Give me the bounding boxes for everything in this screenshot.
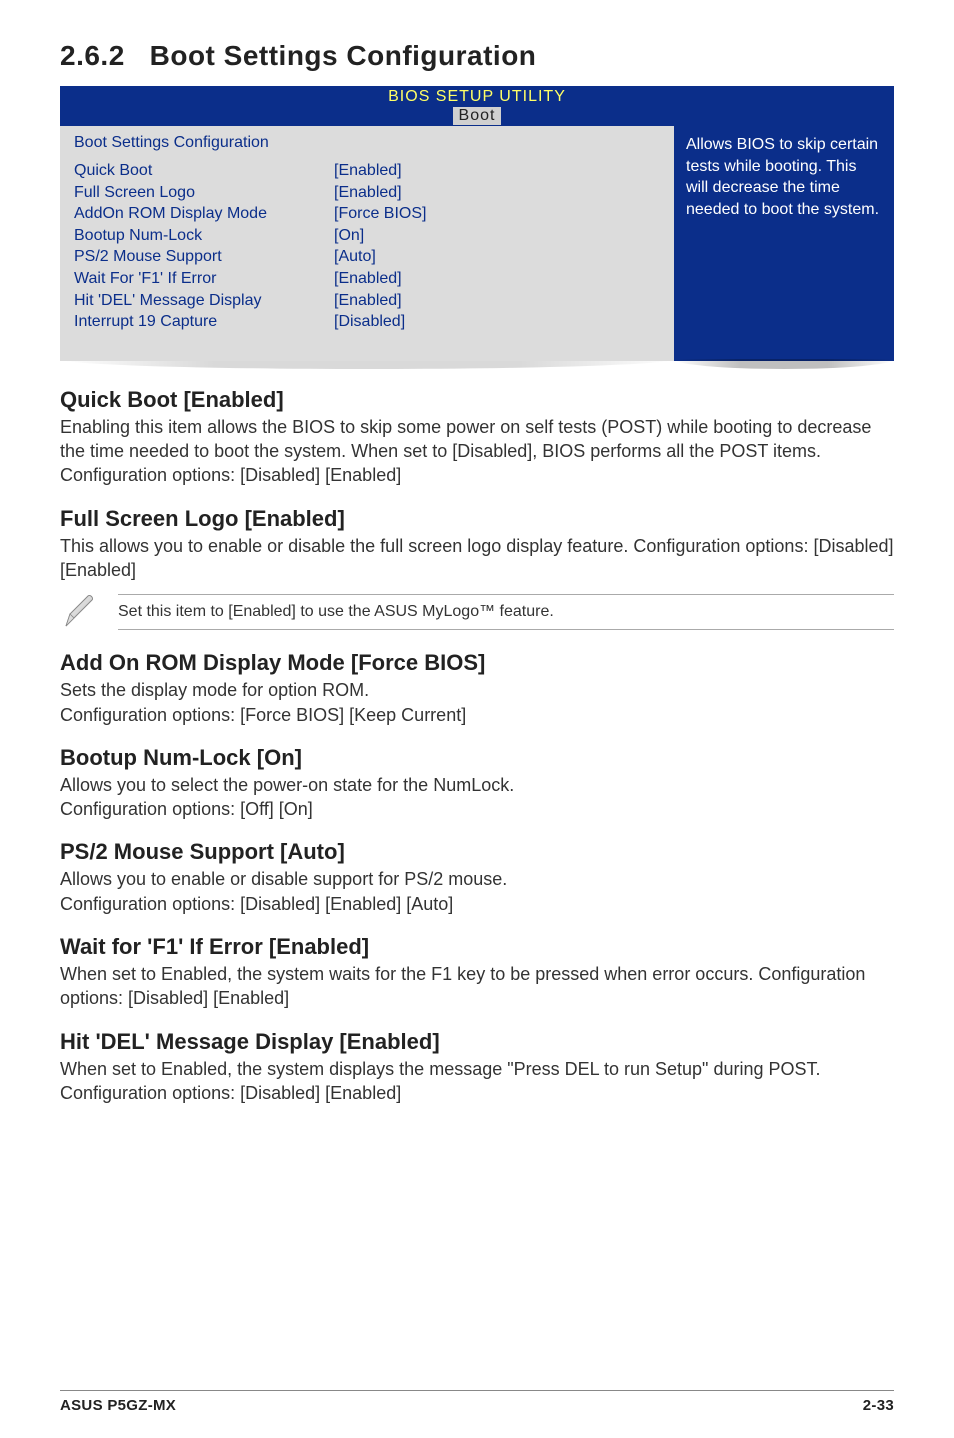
bios-item[interactable]: Hit 'DEL' Message Display [Enabled] — [74, 290, 660, 312]
setting-body: Enabling this item allows the BIOS to sk… — [60, 415, 894, 488]
setting-heading: Wait for 'F1' If Error [Enabled] — [60, 934, 894, 960]
bios-item-value: [Enabled] — [334, 182, 402, 204]
bios-item[interactable]: AddOn ROM Display Mode [Force BIOS] — [74, 203, 660, 225]
bios-item-label: Hit 'DEL' Message Display — [74, 290, 334, 312]
bios-item[interactable]: Bootup Num-Lock [On] — [74, 225, 660, 247]
bios-item[interactable]: Wait For 'F1' If Error [Enabled] — [74, 268, 660, 290]
bios-item[interactable]: Interrupt 19 Capture [Disabled] — [74, 311, 660, 333]
bios-item-value: [Disabled] — [334, 311, 405, 333]
setting-body: This allows you to enable or disable the… — [60, 534, 894, 583]
bios-item-value: [Enabled] — [334, 268, 402, 290]
bios-item-label: Quick Boot — [74, 160, 334, 182]
bios-item-value: [On] — [334, 225, 364, 247]
setting-heading: Hit 'DEL' Message Display [Enabled] — [60, 1029, 894, 1055]
setting-body: When set to Enabled, the system waits fo… — [60, 962, 894, 1011]
bios-item-value: [Force BIOS] — [334, 203, 426, 225]
setting-body: Sets the display mode for option ROM. Co… — [60, 678, 894, 727]
bios-panel-title: Boot Settings Configuration — [74, 134, 660, 152]
page-footer: ASUS P5GZ-MX 2-33 — [60, 1390, 894, 1414]
setting-body: Allows you to select the power-on state … — [60, 773, 894, 822]
pencil-icon — [60, 592, 100, 632]
note-block: Set this item to [Enabled] to use the AS… — [60, 592, 894, 632]
bios-item-label: Full Screen Logo — [74, 182, 334, 204]
bios-item-value: [Enabled] — [334, 290, 402, 312]
bios-item-label: Bootup Num-Lock — [74, 225, 334, 247]
section-number: 2.6.2 — [60, 40, 125, 71]
bios-item-value: [Enabled] — [334, 160, 402, 182]
bios-item[interactable]: Quick Boot [Enabled] — [74, 160, 660, 182]
bios-item[interactable]: PS/2 Mouse Support [Auto] — [74, 246, 660, 268]
setting-heading: Add On ROM Display Mode [Force BIOS] — [60, 650, 894, 676]
setting-heading: Quick Boot [Enabled] — [60, 387, 894, 413]
bios-item-label: Interrupt 19 Capture — [74, 311, 334, 333]
setting-body: Allows you to enable or disable support … — [60, 867, 894, 916]
bios-help-panel: Allows BIOS to skip certain tests while … — [674, 126, 894, 361]
setting-heading: PS/2 Mouse Support [Auto] — [60, 839, 894, 865]
setting-heading: Bootup Num-Lock [On] — [60, 745, 894, 771]
bios-header: BIOS SETUP UTILITY Boot — [60, 86, 894, 126]
bios-item-label: AddOn ROM Display Mode — [74, 203, 334, 225]
bios-header-tab: Boot — [453, 107, 502, 125]
section-title: Boot Settings Configuration — [150, 40, 537, 71]
setting-body: When set to Enabled, the system displays… — [60, 1057, 894, 1106]
bios-item[interactable]: Full Screen Logo [Enabled] — [74, 182, 660, 204]
note-text: Set this item to [Enabled] to use the AS… — [118, 594, 894, 630]
setting-heading: Full Screen Logo [Enabled] — [60, 506, 894, 532]
bios-help-text: Allows BIOS to skip certain tests while … — [686, 134, 882, 220]
bios-item-label: PS/2 Mouse Support — [74, 246, 334, 268]
bios-item-label: Wait For 'F1' If Error — [74, 268, 334, 290]
bios-settings-list: Boot Settings Configuration Quick Boot [… — [60, 126, 674, 361]
footer-left: ASUS P5GZ-MX — [60, 1397, 176, 1414]
bios-item-value: [Auto] — [334, 246, 376, 268]
section-heading: 2.6.2 Boot Settings Configuration — [60, 40, 894, 72]
bios-header-title: BIOS SETUP UTILITY — [60, 88, 894, 106]
bios-panel: BIOS SETUP UTILITY Boot Boot Settings Co… — [60, 86, 894, 369]
footer-right: 2-33 — [863, 1397, 894, 1414]
